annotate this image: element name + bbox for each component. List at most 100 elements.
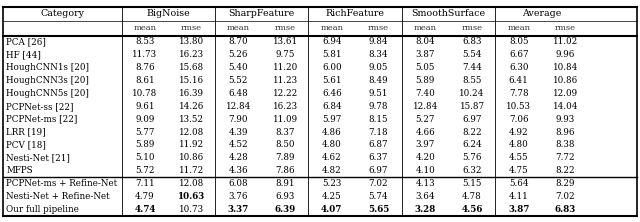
- Text: 5.61: 5.61: [322, 76, 342, 85]
- Text: 12.09: 12.09: [553, 89, 578, 98]
- Text: 11.20: 11.20: [273, 63, 298, 72]
- Text: 5.97: 5.97: [322, 115, 342, 124]
- Text: 4.92: 4.92: [509, 128, 529, 137]
- Text: 5.27: 5.27: [415, 115, 435, 124]
- Text: 5.52: 5.52: [228, 76, 248, 85]
- Text: 10.53: 10.53: [506, 102, 531, 111]
- Text: 5.89: 5.89: [415, 76, 435, 85]
- Text: 9.78: 9.78: [369, 102, 388, 111]
- Text: 9.05: 9.05: [369, 63, 388, 72]
- Text: 4.55: 4.55: [509, 153, 529, 162]
- Text: Category: Category: [40, 9, 84, 18]
- Text: 6.39: 6.39: [275, 205, 296, 214]
- Text: PCPNet-ss [22]: PCPNet-ss [22]: [6, 102, 74, 111]
- Text: 15.16: 15.16: [179, 76, 204, 85]
- Text: 4.62: 4.62: [322, 153, 342, 162]
- Text: 8.61: 8.61: [135, 76, 155, 85]
- Text: 9.61: 9.61: [135, 102, 155, 111]
- Text: 6.24: 6.24: [462, 141, 482, 149]
- Text: 5.40: 5.40: [228, 63, 248, 72]
- Text: 7.06: 7.06: [509, 115, 529, 124]
- Text: SharpFeature: SharpFeature: [228, 9, 295, 18]
- Text: 5.15: 5.15: [462, 179, 482, 188]
- Text: 11.23: 11.23: [273, 76, 298, 85]
- Text: mean: mean: [227, 24, 250, 32]
- Text: 4.66: 4.66: [415, 128, 435, 137]
- Text: Nesti-Net + Refine-Net: Nesti-Net + Refine-Net: [6, 192, 110, 201]
- Text: 6.48: 6.48: [228, 89, 248, 98]
- Text: 5.05: 5.05: [415, 63, 435, 72]
- Text: 11.72: 11.72: [179, 166, 204, 175]
- Text: 11.02: 11.02: [553, 38, 578, 46]
- Text: 4.07: 4.07: [321, 205, 342, 214]
- Text: 10.84: 10.84: [553, 63, 578, 72]
- Text: rmse: rmse: [368, 24, 389, 32]
- Text: 4.75: 4.75: [509, 166, 529, 175]
- Text: 8.04: 8.04: [415, 38, 435, 46]
- Text: 6.84: 6.84: [322, 102, 342, 111]
- Text: 8.76: 8.76: [135, 63, 155, 72]
- Text: 4.39: 4.39: [228, 128, 248, 137]
- Text: Our full pipeline: Our full pipeline: [6, 205, 79, 214]
- Text: PCV [18]: PCV [18]: [6, 141, 46, 149]
- Text: PCPNet-ms + Refine-Net: PCPNet-ms + Refine-Net: [6, 179, 118, 188]
- Text: 13.52: 13.52: [179, 115, 204, 124]
- Text: PCPNet-ms [22]: PCPNet-ms [22]: [6, 115, 78, 124]
- Text: rmse: rmse: [461, 24, 483, 32]
- Text: 15.87: 15.87: [460, 102, 484, 111]
- Text: 4.36: 4.36: [228, 166, 248, 175]
- Text: 8.29: 8.29: [556, 179, 575, 188]
- Text: 8.53: 8.53: [135, 38, 155, 46]
- Text: 10.86: 10.86: [553, 76, 578, 85]
- Text: 4.10: 4.10: [415, 166, 435, 175]
- Text: 7.90: 7.90: [228, 115, 248, 124]
- Text: 14.04: 14.04: [553, 102, 578, 111]
- Text: 4.80: 4.80: [509, 141, 529, 149]
- Text: 6.67: 6.67: [509, 50, 529, 59]
- Text: 6.83: 6.83: [555, 205, 576, 214]
- Text: 9.09: 9.09: [135, 115, 155, 124]
- Text: mean: mean: [134, 24, 156, 32]
- Text: SmoothSurface: SmoothSurface: [412, 9, 486, 18]
- Text: 10.73: 10.73: [179, 205, 204, 214]
- Text: 7.02: 7.02: [369, 179, 388, 188]
- Text: 5.65: 5.65: [368, 205, 389, 214]
- Text: 4.56: 4.56: [461, 205, 483, 214]
- Text: rmse: rmse: [275, 24, 296, 32]
- Text: 4.25: 4.25: [322, 192, 342, 201]
- Text: 5.74: 5.74: [369, 192, 388, 201]
- Text: 9.96: 9.96: [556, 50, 575, 59]
- Text: 6.32: 6.32: [462, 166, 482, 175]
- Text: mean: mean: [414, 24, 436, 32]
- Text: 4.74: 4.74: [134, 205, 156, 214]
- Text: 4.82: 4.82: [322, 166, 342, 175]
- Text: 6.30: 6.30: [509, 63, 529, 72]
- Text: HF [44]: HF [44]: [6, 50, 41, 59]
- Text: 6.97: 6.97: [462, 115, 482, 124]
- Text: 7.11: 7.11: [135, 179, 155, 188]
- Text: 8.37: 8.37: [275, 128, 295, 137]
- Text: rmse: rmse: [555, 24, 576, 32]
- Text: 7.18: 7.18: [369, 128, 388, 137]
- Text: 4.78: 4.78: [462, 192, 482, 201]
- Text: 10.78: 10.78: [132, 89, 157, 98]
- Text: 6.87: 6.87: [369, 141, 388, 149]
- Text: 12.22: 12.22: [273, 89, 298, 98]
- Text: 6.00: 6.00: [322, 63, 342, 72]
- Text: 13.80: 13.80: [179, 38, 204, 46]
- Text: rmse: rmse: [181, 24, 202, 32]
- Text: 5.54: 5.54: [462, 50, 482, 59]
- Text: 4.52: 4.52: [228, 141, 248, 149]
- Text: 8.38: 8.38: [556, 141, 575, 149]
- Text: 5.77: 5.77: [135, 128, 155, 137]
- Text: 10.63: 10.63: [178, 192, 205, 201]
- Text: 7.40: 7.40: [415, 89, 435, 98]
- Text: 12.08: 12.08: [179, 179, 204, 188]
- Text: 8.49: 8.49: [369, 76, 388, 85]
- Text: 3.64: 3.64: [415, 192, 435, 201]
- Text: 6.93: 6.93: [275, 192, 295, 201]
- Text: 6.97: 6.97: [369, 166, 388, 175]
- Text: 9.84: 9.84: [369, 38, 388, 46]
- Text: 10.86: 10.86: [179, 153, 204, 162]
- Text: BigNoise: BigNoise: [147, 9, 190, 18]
